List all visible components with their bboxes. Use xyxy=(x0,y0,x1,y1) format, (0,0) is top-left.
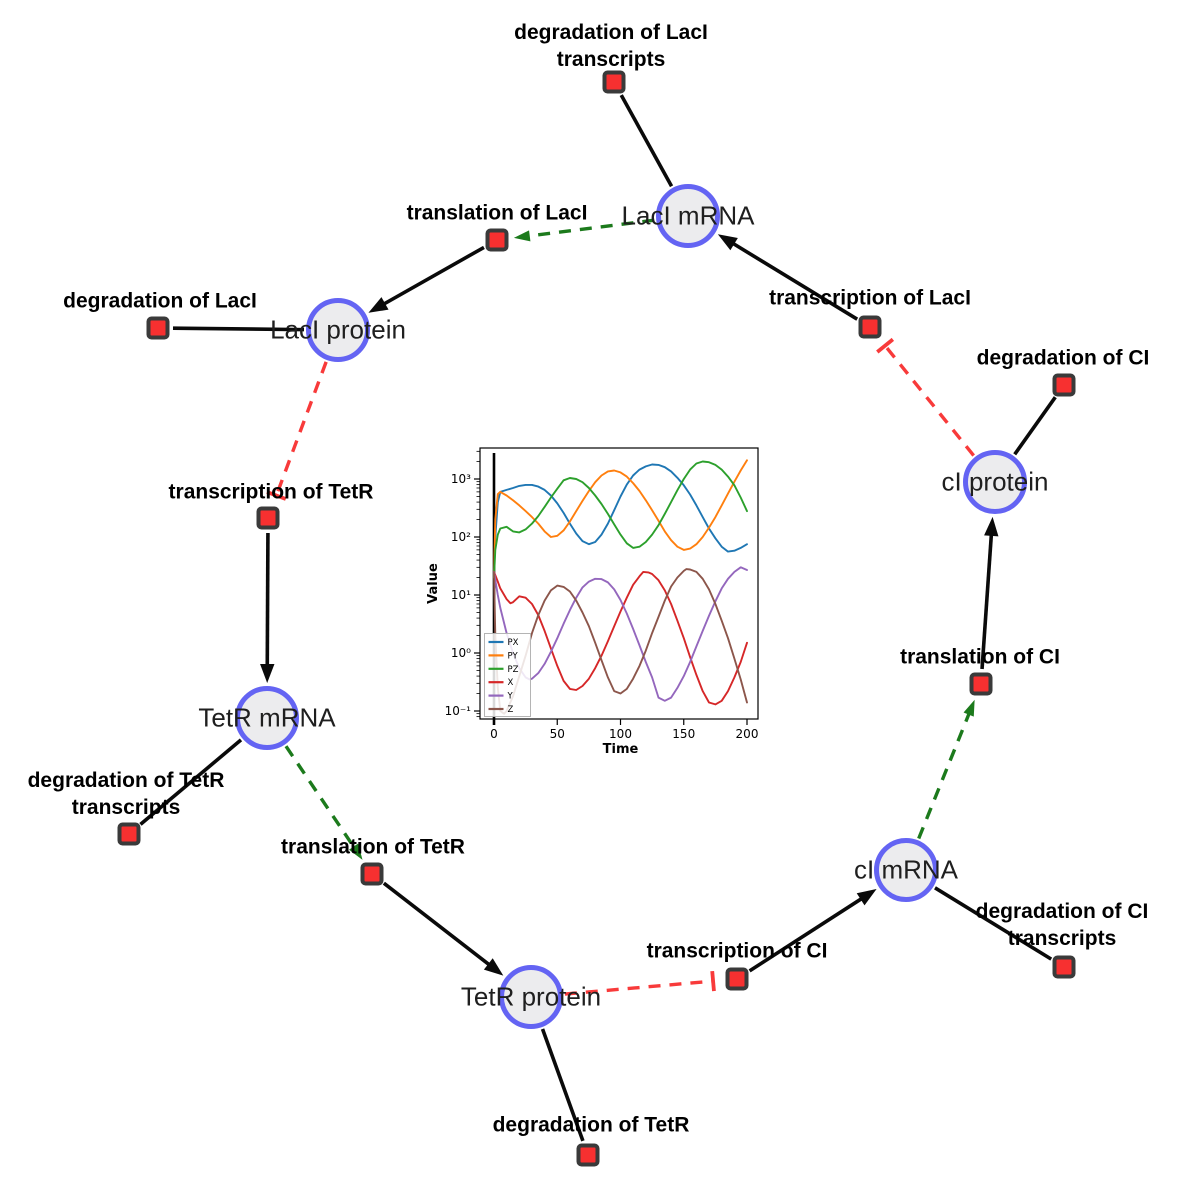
edge-tl_tetr-tetr_protein xyxy=(382,881,504,976)
reaction-node-tl_ci[interactable] xyxy=(969,672,993,696)
y-tick-label: 10² xyxy=(451,530,471,544)
reaction-node-tc_laci[interactable] xyxy=(858,315,882,339)
species-node-ci_protein[interactable] xyxy=(963,450,1027,514)
reaction-node-deg_ci[interactable] xyxy=(1052,373,1076,397)
reaction-node-deg_ci_tx[interactable] xyxy=(1052,955,1076,979)
edge-tetr_mrna-tl_tetr xyxy=(284,745,363,860)
reaction-node-deg_tetr_tx[interactable] xyxy=(117,822,141,846)
legend-label-X: X xyxy=(508,678,514,688)
legend-label-Z: Z xyxy=(508,705,514,715)
reaction-node-deg_laci[interactable] xyxy=(146,316,170,340)
y-tick-label: 10⁻¹ xyxy=(445,704,472,718)
reaction-node-deg_tetr[interactable] xyxy=(576,1143,600,1167)
legend-label-Y: Y xyxy=(507,692,514,702)
reaction-node-tl_laci[interactable] xyxy=(485,228,509,252)
species-node-laci_protein[interactable] xyxy=(306,298,370,362)
edge-tc_ci-ci_mrna xyxy=(748,888,877,973)
reaction-node-tc_ci[interactable] xyxy=(725,967,749,991)
x-axis-label: Time xyxy=(603,742,639,757)
plot-legend: PX PY PZ XYZ xyxy=(484,633,531,717)
plot-series-PY xyxy=(493,459,748,579)
y-axis-label: Value xyxy=(426,563,441,604)
plot-series-PX xyxy=(493,463,748,579)
edge-tetr_mrna-deg_tetr_tx xyxy=(139,738,243,826)
edge-ci_protein-tc_laci xyxy=(876,337,975,457)
x-tick-label: 200 xyxy=(736,727,759,741)
edge-tc_laci-laci_mrna xyxy=(717,234,859,321)
species-node-ci_mrna[interactable] xyxy=(874,838,938,902)
legend-label-PX: PX xyxy=(508,638,519,648)
x-tick-label: 100 xyxy=(609,727,632,741)
y-tick-label: 10¹ xyxy=(451,588,471,602)
x-tick-label: 50 xyxy=(550,727,565,741)
y-tick-label: 10³ xyxy=(451,472,471,486)
edge-ci_mrna-tl_ci xyxy=(917,699,975,840)
edge-laci_mrna-tl_laci xyxy=(513,218,655,242)
species-node-tetr_protein[interactable] xyxy=(499,965,563,1029)
y-tick-label: 10⁰ xyxy=(451,646,471,660)
edge-tl_ci-ci_protein xyxy=(980,516,999,670)
legend-label-PZ: PZ xyxy=(508,665,519,675)
edge-ci_mrna-deg_ci_tx xyxy=(934,886,1053,961)
plot-series-PZ xyxy=(493,460,748,579)
species-node-laci_mrna[interactable] xyxy=(656,184,720,248)
reaction-node-tl_tetr[interactable] xyxy=(360,862,384,886)
edge-laci_protein-deg_laci xyxy=(172,326,305,332)
edge-laci_protein-tc_tetr xyxy=(266,361,328,501)
reaction-node-deg_laci_tx[interactable] xyxy=(602,70,626,94)
x-tick-label: 0 xyxy=(490,727,498,741)
edge-tetr_protein-tc_ci xyxy=(564,970,716,996)
edge-laci_mrna-deg_laci_tx xyxy=(619,94,674,188)
edge-tl_laci-laci_protein xyxy=(368,245,485,313)
x-tick-label: 150 xyxy=(672,727,695,741)
reaction-node-tc_tetr[interactable] xyxy=(256,506,280,530)
species-node-tetr_mrna[interactable] xyxy=(235,686,299,750)
edge-tc_tetr-tetr_mrna xyxy=(260,532,275,684)
edge-ci_protein-deg_ci xyxy=(1013,396,1057,456)
legend-label-PY: PY xyxy=(508,651,519,661)
edge-tetr_protein-deg_tetr xyxy=(540,1028,585,1142)
plot-series-X xyxy=(493,570,748,706)
